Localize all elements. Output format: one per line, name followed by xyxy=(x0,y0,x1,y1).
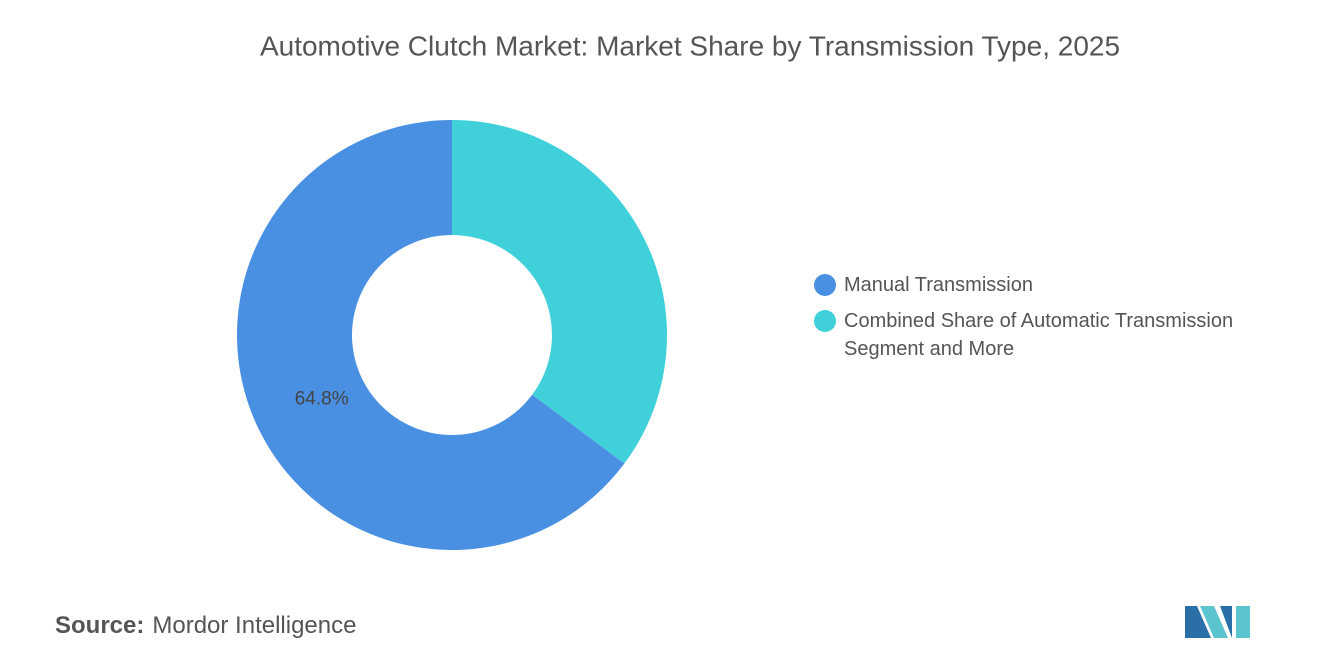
chart-title: Automotive Clutch Market: Market Share b… xyxy=(260,30,1120,61)
legend-item: Combined Share of Automatic Transmission… xyxy=(814,307,1294,363)
legend-label: Combined Share of Automatic Transmission… xyxy=(844,310,1234,360)
donut-slice xyxy=(236,120,625,550)
legend-item: Manual Transmission xyxy=(814,271,1294,299)
legend: Manual Transmission Combined Share of Aut… xyxy=(814,271,1294,371)
logo xyxy=(1185,606,1250,638)
source: Source: Mordor Intelligence xyxy=(55,612,356,640)
donut-slice xyxy=(452,120,667,464)
legend-swatch xyxy=(814,274,836,296)
legend-swatch xyxy=(814,310,836,332)
value-label: 64.8% xyxy=(295,388,349,409)
legend-label: Manual Transmission xyxy=(844,274,1033,296)
source-label: Source: xyxy=(55,612,145,639)
source-text: Mordor Intelligence xyxy=(152,612,357,639)
